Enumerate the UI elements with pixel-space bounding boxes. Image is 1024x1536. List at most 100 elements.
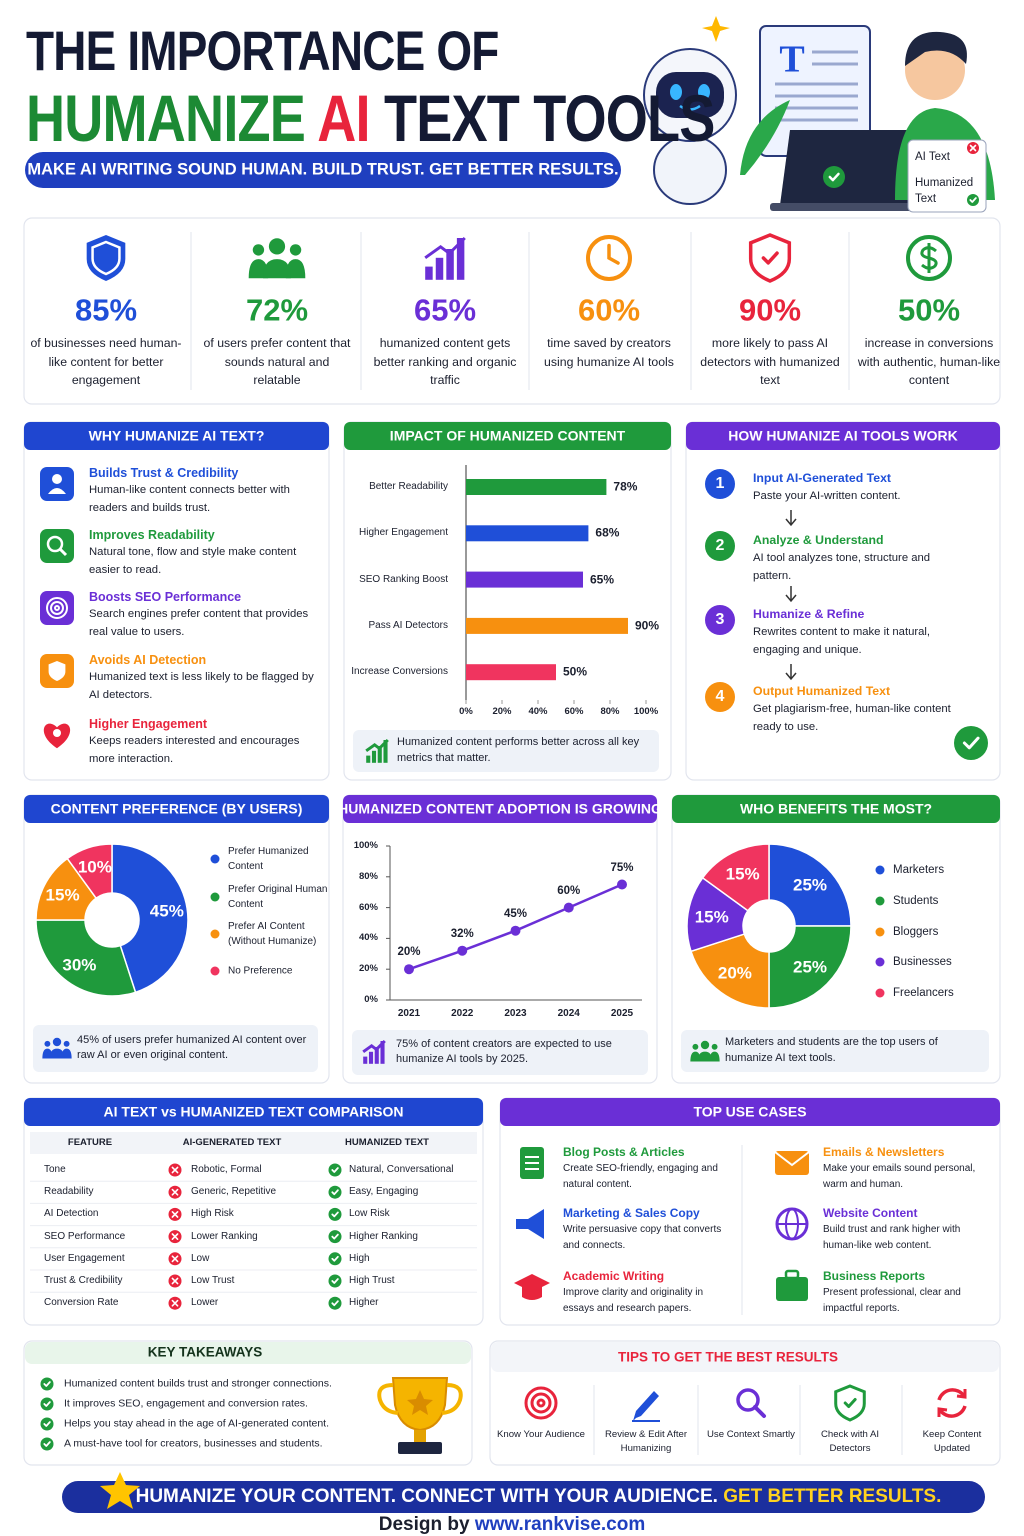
takeaway: A must-have tool for creators, businesse… [64, 1437, 323, 1450]
table-cell: Readability [44, 1185, 94, 1197]
table-cell: Lower Ranking [191, 1230, 258, 1242]
legend-swatch [875, 957, 885, 967]
value-label: 78% [613, 479, 638, 494]
trophy-base [398, 1442, 442, 1454]
use-case-title: Blog Posts & Articles [563, 1145, 685, 1159]
trophy-handles [377, 1383, 463, 1415]
table-cell: Generic, Repetitive [191, 1185, 277, 1197]
icon-shield [748, 233, 792, 283]
y-tick-label: 40% [358, 932, 378, 944]
glyph [58, 547, 68, 557]
legend-swatch [875, 896, 885, 906]
why-title: Builds Trust & Credibility [89, 466, 239, 480]
x-tick-label: 2021 [397, 1007, 421, 1019]
icon-shield [48, 661, 66, 681]
robot-visor [656, 72, 724, 118]
laptop-base [770, 203, 940, 211]
credit-label: Design by [378, 1514, 470, 1535]
legend-swatch [210, 892, 220, 902]
icon-check [43, 1401, 51, 1407]
legend-swatch [210, 929, 220, 939]
glyph [46, 535, 64, 553]
stat-value: 72% [245, 292, 309, 328]
card-label: AI Text [915, 151, 950, 163]
line-point [457, 945, 468, 956]
feather [740, 100, 790, 175]
uc-icon [775, 1151, 809, 1175]
panel-header [500, 1098, 1000, 1126]
note-text: 45% of users prefer humanized AI content… [77, 1033, 307, 1062]
icon-bar [435, 257, 444, 280]
icon-dollar [920, 243, 938, 273]
table-cell: Robotic, Formal [191, 1163, 262, 1175]
panel-title: TIPS TO GET THE BEST RESULTS [617, 1349, 839, 1365]
icon-head [268, 238, 286, 255]
stat-value: 90% [738, 292, 802, 328]
value-label: 20% [397, 946, 421, 958]
icon-check [331, 1255, 339, 1262]
footer-banner-text: HUMANIZE YOUR CONTENT. CONNECT WITH YOUR… [62, 1481, 985, 1513]
table-cell: High Trust [349, 1274, 395, 1286]
credit: Design by www.rankvise.com [0, 1514, 1024, 1536]
value-label: 60% [557, 884, 581, 897]
icon-bar [380, 1041, 385, 1064]
tip-icon [536, 1398, 546, 1408]
x-tick-label: 40% [528, 706, 548, 718]
icon-body [248, 259, 269, 279]
icon-check [969, 197, 977, 203]
step-number: 2 [715, 537, 725, 554]
icon-shield [834, 1384, 866, 1422]
use-case-text: Present professional, clear and impactfu… [823, 1287, 961, 1314]
icon-head [52, 1037, 62, 1047]
panel-title: HUMANIZED CONTENT ADOPTION IS GROWING [338, 800, 662, 817]
trophy-star [407, 1390, 433, 1415]
stat-value: 60% [577, 292, 641, 328]
value-label: 90% [635, 618, 660, 633]
note-text: Marketers and students are the top users… [725, 1036, 938, 1064]
category-label: Higher Engagement [359, 527, 448, 539]
icon-body [690, 1051, 701, 1062]
result-card [907, 139, 987, 213]
stat-text: of users prefer content that sounds natu… [203, 336, 351, 387]
x-tick-label: 100% [633, 706, 659, 718]
panel [343, 421, 672, 781]
icon-body [697, 1051, 713, 1062]
icon-body [285, 259, 306, 279]
pie-slice [690, 933, 770, 1009]
glyph [937, 1407, 948, 1417]
sparkle [702, 16, 730, 42]
why-title: Improves Readability [89, 528, 215, 542]
table-cell: AI Detection [44, 1208, 99, 1220]
icon-cross [171, 1188, 179, 1196]
step-circle [705, 469, 735, 499]
legend-entry: Prefer Humanized Content [228, 846, 309, 872]
line-point [404, 964, 414, 975]
table-cell: Conversion Rate [44, 1296, 119, 1308]
step-circle [705, 682, 735, 712]
pie-label: 25% [792, 875, 828, 895]
takeaway: Helps you stay ahead in the age of AI-ge… [64, 1417, 330, 1430]
legend-entry: Businesses [893, 955, 952, 968]
stat-text: time saved by creators using humanize AI… [544, 336, 674, 369]
use-case-text: Build trust and rank higher with human-l… [823, 1224, 961, 1251]
icon-head [700, 1040, 710, 1050]
panel-header [24, 1098, 483, 1126]
panel-title: TOP USE CASES [693, 1103, 807, 1120]
tip-icon [524, 1386, 558, 1420]
pie-slice [111, 843, 189, 994]
legend-entry: No Preference [228, 965, 293, 977]
icon-cross [171, 1166, 179, 1174]
step-title: Analyze & Understand [753, 533, 884, 547]
why-text: Humanized text is less likely to be flag… [89, 671, 314, 701]
why-title: Boosts SEO Performance [89, 590, 242, 604]
pie-slice [686, 876, 750, 953]
icon-head [711, 1043, 718, 1050]
tip: Know Your Audience [496, 1429, 585, 1440]
use-case-title: Marketing & Sales Copy [563, 1206, 700, 1220]
step-number: 3 [715, 611, 725, 628]
value-label: 65% [590, 572, 615, 587]
robot-eye [698, 84, 710, 100]
icon-hands [607, 243, 620, 265]
